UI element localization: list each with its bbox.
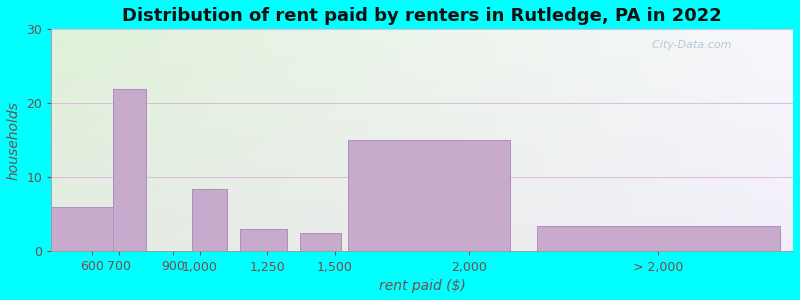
Bar [348, 140, 510, 251]
Title: Distribution of rent paid by renters in Rutledge, PA in 2022: Distribution of rent paid by renters in … [122, 7, 722, 25]
Bar [299, 233, 342, 251]
Bar [51, 207, 124, 251]
Bar [299, 233, 342, 251]
Bar [192, 188, 226, 251]
Bar [114, 88, 146, 251]
Bar [192, 188, 226, 251]
Bar [537, 226, 779, 251]
Bar [537, 226, 779, 251]
Bar [114, 88, 146, 251]
Text: City-Data.com: City-Data.com [645, 40, 731, 50]
Y-axis label: households: households [7, 101, 21, 180]
Bar [348, 140, 510, 251]
Bar [51, 207, 124, 251]
Bar [240, 229, 287, 251]
X-axis label: rent paid ($): rent paid ($) [379, 279, 466, 293]
Bar [240, 229, 287, 251]
